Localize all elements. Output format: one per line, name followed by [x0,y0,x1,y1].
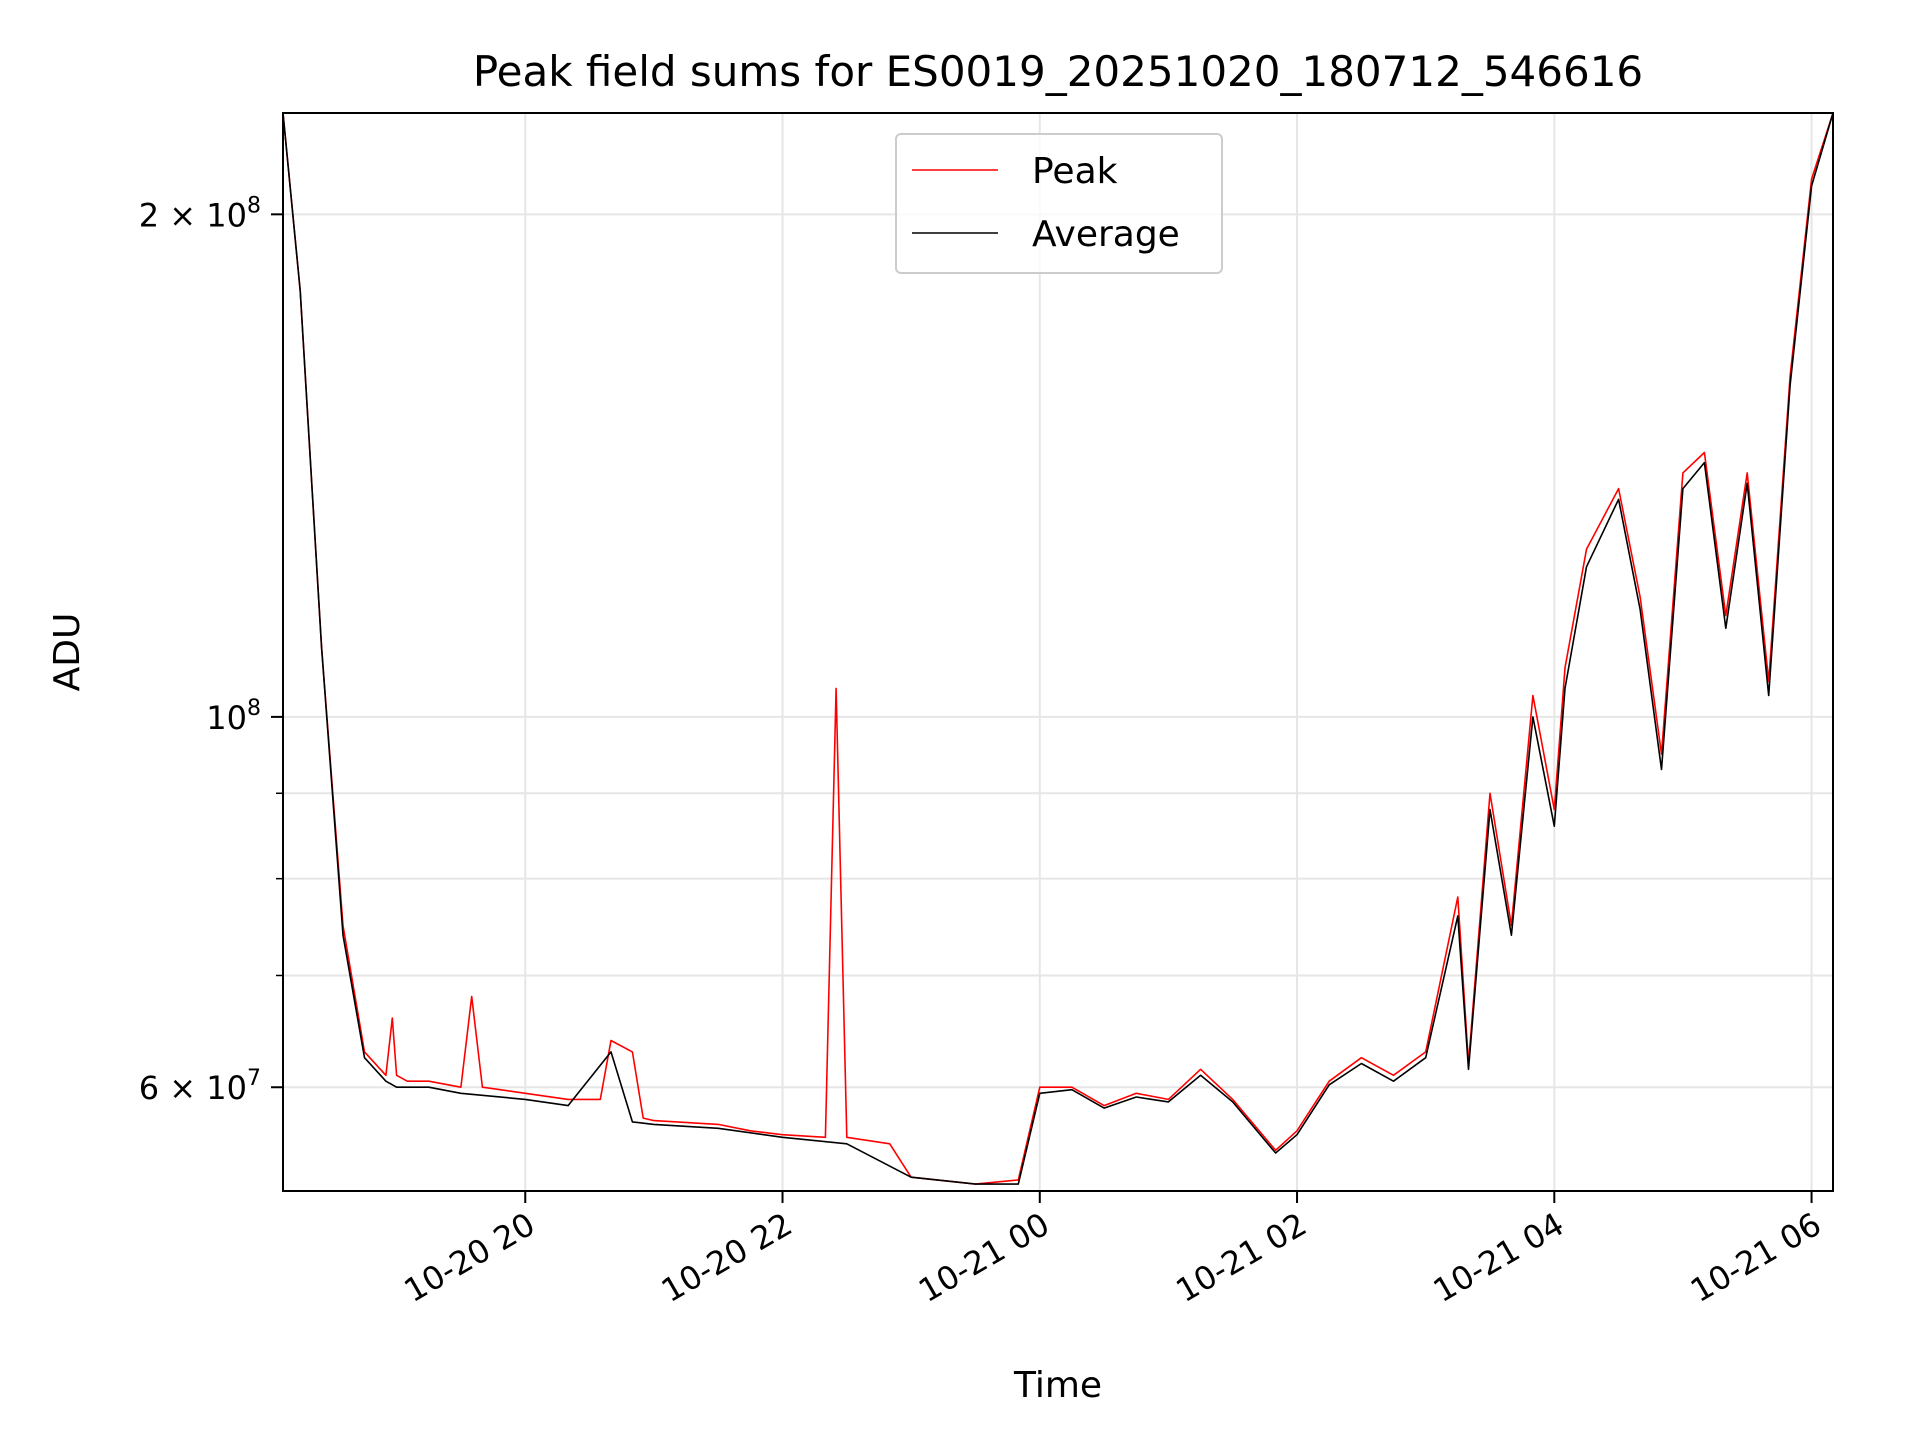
legend-label-peak: Peak [1032,151,1118,192]
grid [283,113,1833,1191]
series-layer [283,113,1833,1185]
y-tick-label: 108 [206,696,261,737]
y-tick-label: 2 × 108 [139,193,261,234]
series-line-average [283,113,1833,1185]
series-line-peak [283,113,1833,1185]
chart-title: Peak field sums for ES0019_20251020_1807… [473,47,1643,96]
legend-box [895,133,1223,274]
x-axis-label: Time [1013,1365,1102,1406]
legend-label-average: Average [1032,214,1180,255]
y-tick-label: 6 × 107 [139,1066,261,1107]
legend: Peak Average [895,133,1223,274]
axes-frame [282,112,1834,1192]
y-axis-label: ADU [47,613,88,692]
